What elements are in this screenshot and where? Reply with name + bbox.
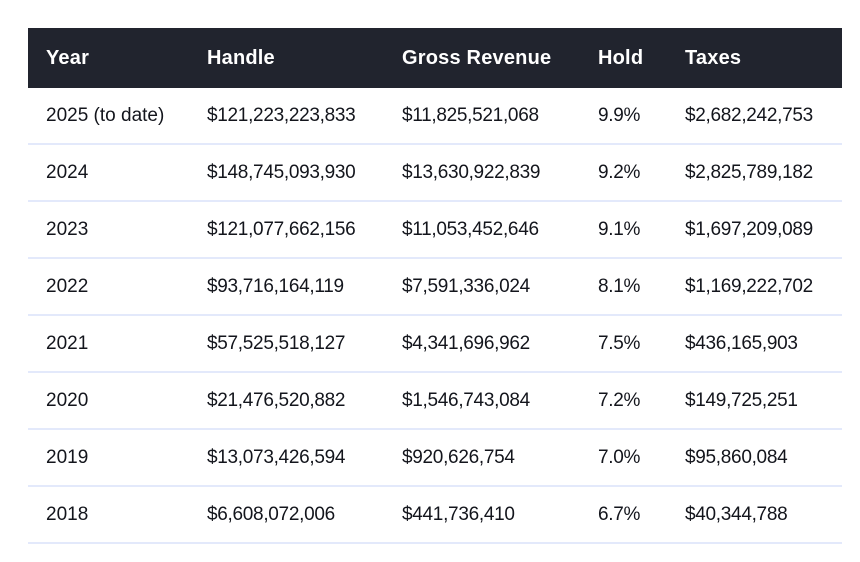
table-cell-handle: $148,745,093,930: [207, 161, 356, 183]
table-cell-hold: 9.1%: [598, 218, 641, 240]
table-cell-gross-revenue: $920,626,754: [402, 446, 515, 468]
table-row: 2022 $93,716,164,119 $7,591,336,024 8.1% $1,…: [28, 259, 842, 316]
table-cell-taxes: $1,697,209,089: [685, 218, 813, 240]
table-cell-hold: 9.2%: [598, 161, 641, 183]
column-header-year: Year: [46, 46, 90, 69]
table-cell-handle: $6,608,072,006: [207, 503, 335, 525]
table-cell-handle: $13,073,426,594: [207, 446, 346, 468]
table-cell-taxes: $436,165,903: [685, 332, 798, 354]
table-row: 2021 $57,525,518,127 $4,341,696,962 7.5% $43…: [28, 316, 842, 373]
column-header-hold: Hold: [598, 46, 644, 69]
table-cell-hold: 7.0%: [598, 446, 641, 468]
table-cell-gross-revenue: $441,736,410: [402, 503, 515, 525]
column-header-gross-revenue: Gross Revenue: [402, 46, 552, 69]
table-cell-handle: $93,716,164,119: [207, 275, 344, 297]
table-cell-year: 2019: [46, 446, 89, 468]
table-cell-hold: 9.9%: [598, 104, 641, 126]
table-cell-gross-revenue: $7,591,336,024: [402, 275, 530, 297]
table-cell-gross-revenue: $13,630,922,839: [402, 161, 541, 183]
table-cell-taxes: $1,169,222,702: [685, 275, 813, 297]
table-cell-gross-revenue: $11,053,452,646: [402, 218, 539, 240]
table-row: 2024 $148,745,093,930 $13,630,922,839 9.2% $…: [28, 145, 842, 202]
table-cell-taxes: $95,860,084: [685, 446, 788, 468]
table-header-row: Year Handle Gross Revenue Hold Taxes: [28, 28, 842, 88]
column-header-handle: Handle: [207, 46, 275, 69]
table-cell-year: 2020: [46, 389, 89, 411]
table-row: 2019 $13,073,426,594 $920,626,754 7.0% $95,8…: [28, 430, 842, 487]
table-cell-year: 2021: [46, 332, 89, 354]
table-cell-hold: 6.7%: [598, 503, 641, 525]
yearly-betting-table: Year Handle Gross Revenue Hold Taxes 2025 (t…: [28, 28, 842, 544]
table-cell-taxes: $149,725,251: [685, 389, 798, 411]
table-body: 2025 (to date) $121,223,223,833 $11,825,52…: [28, 88, 842, 544]
table-row: 2023 $121,077,662,156 $11,053,452,646 9.1% $…: [28, 202, 842, 259]
table-cell-handle: $121,223,223,833: [207, 104, 356, 126]
table-row: 2025 (to date) $121,223,223,833 $11,825,52…: [28, 88, 842, 145]
table-cell-gross-revenue: $11,825,521,068: [402, 104, 539, 126]
table-cell-handle: $57,525,518,127: [207, 332, 346, 354]
table-cell-taxes: $2,825,789,182: [685, 161, 813, 183]
column-header-taxes: Taxes: [685, 46, 742, 69]
table-cell-handle: $121,077,662,156: [207, 218, 356, 240]
table-cell-hold: 8.1%: [598, 275, 641, 297]
table-cell-year: 2018: [46, 503, 89, 525]
table-cell-year: 2023: [46, 218, 89, 240]
table-cell-taxes: $40,344,788: [685, 503, 788, 525]
table-row: 2020 $21,476,520,882 $1,546,743,084 7.2% $14…: [28, 373, 842, 430]
table-cell-gross-revenue: $1,546,743,084: [402, 389, 530, 411]
table-cell-hold: 7.2%: [598, 389, 641, 411]
table-cell-taxes: $2,682,242,753: [685, 104, 813, 126]
table-row: 2018 $6,608,072,006 $441,736,410 6.7% $40,34…: [28, 487, 842, 544]
table-cell-hold: 7.5%: [598, 332, 641, 354]
table-cell-gross-revenue: $4,341,696,962: [402, 332, 530, 354]
table-cell-year: 2025 (to date): [46, 104, 165, 126]
table-cell-year: 2024: [46, 161, 89, 183]
table-cell-handle: $21,476,520,882: [207, 389, 346, 411]
table-cell-year: 2022: [46, 275, 89, 297]
